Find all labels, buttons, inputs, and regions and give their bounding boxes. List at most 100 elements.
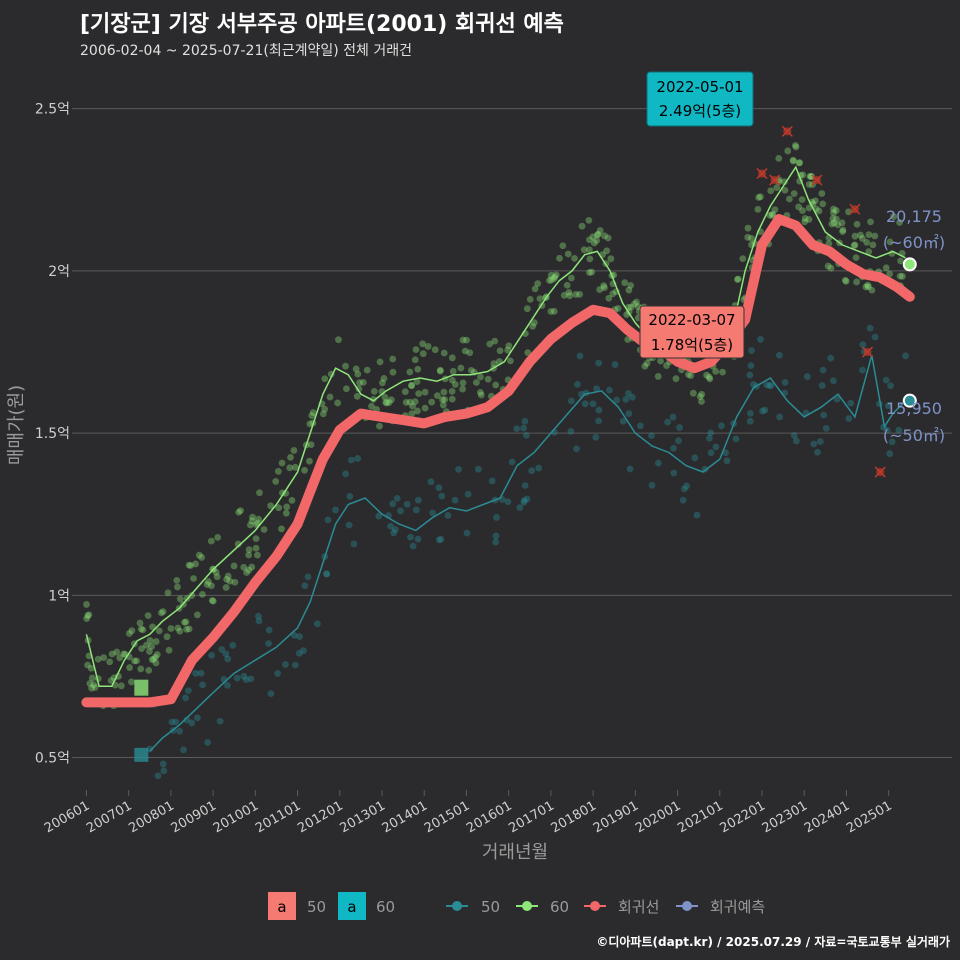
scatter-point-60 xyxy=(463,336,470,344)
legend-line-50-label: 50 xyxy=(481,898,500,916)
scatter-point-60 xyxy=(687,372,695,380)
scatter-point-60 xyxy=(131,657,138,665)
annotation-regression-value: 1.78억(5층) xyxy=(651,336,733,354)
scatter-point-50 xyxy=(300,647,307,655)
x-tick-labels: 2006012007012008012009012010012011012012… xyxy=(42,798,895,836)
scatter-point-60 xyxy=(796,159,804,167)
scatter-point-60 xyxy=(380,375,388,382)
scatter-point-60 xyxy=(401,388,409,396)
scatter-point-60 xyxy=(551,273,559,281)
x-tick-label-4: 201001 xyxy=(211,798,261,836)
scatter-point-60 xyxy=(564,250,572,258)
scatter-point-50 xyxy=(513,425,521,433)
scatter-point-60 xyxy=(246,521,254,529)
scatter-point-60 xyxy=(830,209,837,217)
scatter-point-60 xyxy=(152,653,159,661)
scatter-point-60 xyxy=(567,274,575,282)
scatter-point-60 xyxy=(448,395,456,403)
scatter-point-60 xyxy=(576,290,584,298)
end-marker-60 xyxy=(902,257,917,272)
scatter-point-50 xyxy=(712,443,720,451)
scatter-point-50 xyxy=(229,641,237,649)
scatter-point-50 xyxy=(347,456,355,464)
legend-line-60-label: 60 xyxy=(550,898,569,916)
scatter-point-60 xyxy=(449,367,457,375)
scatter-point-50 xyxy=(464,490,472,498)
scatter-point-50 xyxy=(184,687,192,695)
scatter-point-50 xyxy=(790,432,798,439)
scatter-point-60 xyxy=(766,211,774,219)
scatter-point-50 xyxy=(180,746,187,754)
scatter-point-50 xyxy=(648,481,656,489)
scatter-point-60 xyxy=(801,214,809,222)
scatter-point-60 xyxy=(379,379,386,387)
scatter-point-50 xyxy=(216,717,224,725)
scatter-point-60 xyxy=(185,625,193,633)
scatter-point-60 xyxy=(448,387,456,395)
scatter-point-60 xyxy=(100,654,108,662)
scatter-point-60 xyxy=(203,581,211,588)
scatter-point-60 xyxy=(580,246,588,254)
scatter-point-50 xyxy=(375,512,383,520)
scatter-point-60 xyxy=(260,526,268,533)
scatter-point-60 xyxy=(461,347,469,355)
scatter-point-50 xyxy=(691,454,699,462)
scatter-point-60 xyxy=(448,354,456,362)
scatter-point-60 xyxy=(799,207,806,215)
scatter-point-60 xyxy=(477,373,484,381)
scatter-point-60 xyxy=(243,569,250,576)
scatter-point-50 xyxy=(182,694,190,702)
scatter-point-60 xyxy=(234,540,242,548)
scatter-point-50 xyxy=(390,529,398,537)
scatter-point-60 xyxy=(698,398,705,405)
scatter-point-50 xyxy=(707,449,715,457)
scatter-point-50 xyxy=(183,716,191,724)
scatter-point-60 xyxy=(795,203,803,211)
legend-fill-key-50 xyxy=(268,892,296,920)
scatter-point-60 xyxy=(436,366,444,374)
scatter-point-50 xyxy=(803,373,811,380)
scatter-point-60 xyxy=(492,381,500,389)
scatter-point-60 xyxy=(148,643,155,650)
scatter-point-50 xyxy=(504,498,512,506)
scatter-point-60 xyxy=(412,346,420,353)
scatter-point-60 xyxy=(381,393,389,401)
scatter-point-60 xyxy=(486,340,494,348)
scatter-point-60 xyxy=(321,375,329,383)
scatter-point-60 xyxy=(368,402,375,410)
outlier-cross-1 xyxy=(769,174,781,186)
x-tick-label-6: 201201 xyxy=(295,798,345,836)
scatter-point-50 xyxy=(822,424,830,432)
scatter-point-60 xyxy=(473,379,480,386)
scatter-point-50 xyxy=(814,448,821,456)
scatter-point-50 xyxy=(492,532,500,540)
scatter-point-60 xyxy=(237,507,244,515)
scatter-point-50 xyxy=(274,670,282,677)
scatter-point-60 xyxy=(624,336,632,343)
scatter-point-60 xyxy=(757,193,764,201)
scatter-point-60 xyxy=(496,347,504,355)
scatter-point-60 xyxy=(152,659,160,667)
scatter-point-60 xyxy=(275,504,283,512)
line-regression xyxy=(81,214,915,708)
scatter-point-60 xyxy=(414,365,422,373)
scatter-point-60 xyxy=(369,395,377,403)
scatter-point-60 xyxy=(90,681,98,689)
scatter-point-50 xyxy=(748,347,755,354)
scatter-point-60 xyxy=(83,601,90,608)
legend-regression-dot xyxy=(590,901,600,911)
scatter-point-50 xyxy=(883,426,891,434)
scatter-point-60 xyxy=(224,572,232,580)
scatter-point-50 xyxy=(324,516,332,524)
scatter-point-60 xyxy=(865,283,872,291)
scatter-point-50 xyxy=(313,620,321,628)
scatter-point-60 xyxy=(886,270,894,278)
annotation-60-peak: 2022-05-01 2.49억(5층) xyxy=(646,71,754,127)
x-tick-label-11: 201701 xyxy=(506,798,556,836)
scatter-point-60 xyxy=(370,388,378,395)
line-series-50 xyxy=(149,355,907,752)
scatter-point-50 xyxy=(437,536,445,543)
scatter-point-50 xyxy=(247,675,255,683)
scatter-point-50 xyxy=(776,413,784,421)
scatter-point-60 xyxy=(389,355,397,363)
